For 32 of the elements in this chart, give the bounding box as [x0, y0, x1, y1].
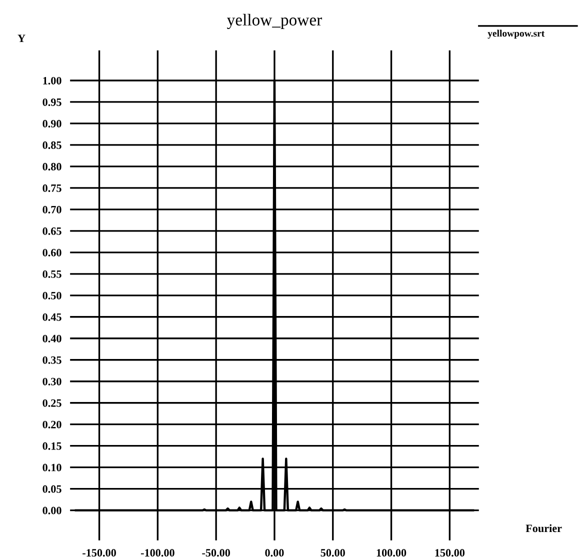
y-tick-label: 0.45	[42, 313, 62, 321]
y-tick-label: 0.00	[42, 506, 62, 514]
y-tick-label: 0.40	[42, 334, 62, 342]
x-tick-label: 100.00	[376, 549, 406, 557]
y-tick-label: 0.30	[42, 378, 62, 386]
y-tick-label: 0.50	[42, 292, 62, 300]
y-tick-label: 0.70	[42, 206, 62, 214]
x-axis-title: Fourier	[526, 524, 562, 532]
y-tick-label: 0.75	[42, 184, 62, 192]
y-tick-label: 0.10	[42, 464, 62, 472]
y-tick-label: 0.20	[42, 420, 62, 428]
y-tick-label: 0.60	[42, 248, 62, 256]
y-tick-label: 0.65	[42, 227, 62, 235]
x-tick-label: -150.00	[82, 549, 116, 557]
y-tick-label: 0.05	[42, 485, 62, 493]
y-tick-label: 0.25	[42, 399, 62, 407]
y-tick-label: 0.80	[42, 162, 62, 170]
y-tick-label: 0.85	[42, 141, 62, 149]
x-tick-label: -50.00	[202, 549, 230, 557]
chart-title: yellow_power	[227, 14, 322, 29]
x-tick-label: 0.00	[265, 549, 284, 557]
x-tick-label: 150.00	[435, 549, 465, 557]
y-tick-label: 0.90	[42, 120, 62, 128]
y-tick-label: 0.95	[42, 98, 62, 106]
x-tick-label: 50.00	[320, 549, 345, 557]
x-tick-label: -100.00	[140, 549, 174, 557]
y-tick-label: 0.55	[42, 270, 62, 278]
y-tick-label: 1.00	[43, 76, 62, 84]
y-axis-title: Y	[18, 34, 26, 42]
y-tick-label: 0.15	[42, 442, 62, 450]
y-tick-label: 0.35	[42, 356, 62, 364]
text: yellowpow.srt	[488, 30, 545, 39]
